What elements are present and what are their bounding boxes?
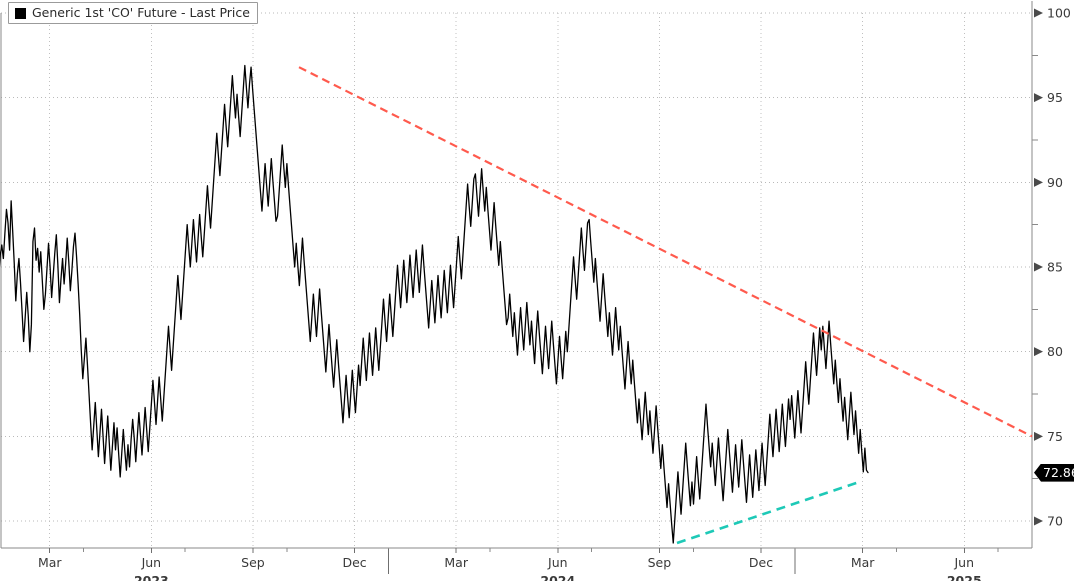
x-axis-year-label: 2023 bbox=[134, 573, 169, 581]
price-line-series bbox=[0, 64, 869, 544]
x-axis-tick-label: Mar bbox=[444, 555, 468, 570]
x-axis-year-label: 2024 bbox=[540, 573, 575, 581]
y-axis-tick-label: 70 bbox=[1047, 514, 1063, 529]
x-axis-tick-label: Mar bbox=[38, 555, 62, 570]
gridlines bbox=[1, 12, 1032, 548]
x-axis-year-label: 2025 bbox=[947, 573, 982, 581]
resistance-downtrend-line bbox=[298, 66, 1033, 438]
x-axis-tick-label: Dec bbox=[342, 555, 366, 570]
legend-color-swatch-icon bbox=[15, 7, 26, 19]
y-axis-tick-label: 85 bbox=[1047, 260, 1063, 275]
x-axis-tick-label: Jun bbox=[953, 555, 974, 570]
x-axis-tick-label: Jun bbox=[547, 555, 568, 570]
y-axis-tick-label: 95 bbox=[1047, 90, 1063, 105]
y-axis[interactable]: 70 75 80 85 90 95 100 bbox=[1032, 6, 1071, 529]
price-line bbox=[0, 64, 869, 544]
y-axis-tick-label: 75 bbox=[1047, 429, 1063, 444]
chart-legend[interactable]: Generic 1st 'CO' Future - Last Price bbox=[8, 2, 258, 24]
x-axis-tick-label: Jun bbox=[141, 555, 162, 570]
x-axis-tick-label: Mar bbox=[851, 555, 875, 570]
last-price-flag: 72.86 bbox=[1034, 463, 1074, 482]
support-uptrend-line bbox=[676, 480, 860, 545]
x-axis[interactable]: Mar Jun Sep Dec Mar Jun Sep Dec Mar Jun 2023 2024 20… bbox=[38, 548, 999, 581]
y-axis-tick-label: 80 bbox=[1047, 344, 1063, 359]
x-axis-tick-label: Sep bbox=[648, 555, 672, 570]
plot-frame bbox=[0, 1, 1033, 549]
legend-series-label: Generic 1st 'CO' Future - Last Price bbox=[32, 4, 250, 20]
y-axis-tick-label: 100 bbox=[1047, 6, 1071, 21]
trendline-annotations bbox=[298, 66, 1033, 545]
last-price-value: 72.86 bbox=[1043, 465, 1074, 481]
y-axis-tick-label: 90 bbox=[1047, 175, 1063, 190]
x-axis-tick-label: Sep bbox=[241, 555, 265, 570]
x-axis-tick-label: Dec bbox=[749, 555, 773, 570]
